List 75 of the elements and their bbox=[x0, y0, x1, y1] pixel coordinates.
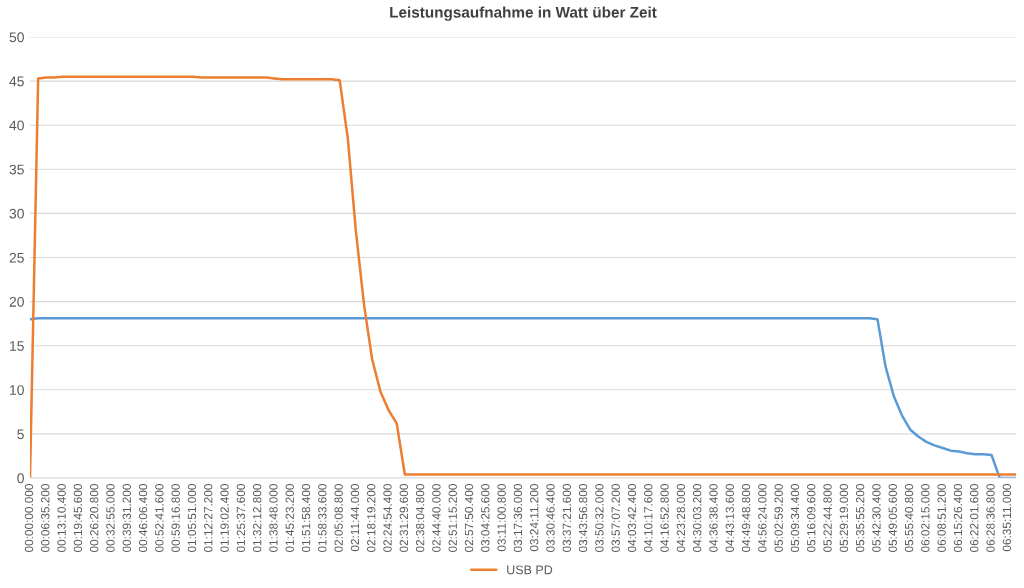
x-tick-label: 00:52:41.600 bbox=[155, 484, 164, 553]
x-tick-label: 03:50:32.000 bbox=[595, 484, 604, 553]
x-tick-label: 02:31:29.600 bbox=[399, 484, 409, 553]
x-tick-label: 05:02:59.200 bbox=[774, 484, 783, 553]
line-series bbox=[30, 75, 1016, 478]
x-tick-label: 05:16:09.600 bbox=[807, 484, 816, 553]
x-tick-label: 05:55:40.800 bbox=[904, 484, 914, 553]
y-tick-label: 30 bbox=[9, 208, 24, 219]
y-tick-label: 35 bbox=[9, 164, 24, 175]
y-tick-label: 0 bbox=[17, 473, 24, 484]
x-tick-label: 06:08:51.200 bbox=[937, 484, 946, 553]
x-tick-label: 04:16:52.800 bbox=[660, 484, 669, 553]
x-tick-label: 00:00:00.000 bbox=[24, 484, 34, 553]
x-tick-label: 00:19:45.600 bbox=[73, 484, 83, 553]
x-tick-label: 05:09:34.400 bbox=[790, 484, 800, 553]
x-tick-label: 04:23:28.000 bbox=[676, 484, 686, 553]
x-tick-label: 06:35:11.000 bbox=[1002, 484, 1012, 552]
x-tick-label: 03:37:21.600 bbox=[562, 484, 571, 553]
x-tick-label: 00:13:10.400 bbox=[57, 484, 66, 553]
x-tick-label: 05:42:30.400 bbox=[872, 484, 881, 553]
x-tick-label: 05:29:19.000 bbox=[839, 484, 849, 553]
y-tick-label: 15 bbox=[10, 341, 24, 351]
x-tick-label: 06:15:26.400 bbox=[953, 484, 963, 553]
y-tick-label: 25 bbox=[9, 252, 24, 263]
x-tick-label: 02:05:08.800 bbox=[334, 484, 343, 553]
x-tick-label: 04:56:24.000 bbox=[758, 484, 767, 553]
x-tick-label: 02:44:40.000 bbox=[432, 484, 441, 553]
x-tick-label: 04:43:13.600 bbox=[725, 484, 734, 553]
x-tick-label: 01:25:37.600 bbox=[236, 484, 246, 553]
x-tick-label: 02:51:15.200 bbox=[448, 484, 457, 553]
x-tick-label: 00:59:16.800 bbox=[171, 484, 180, 553]
y-tick-label: 10 bbox=[10, 385, 24, 395]
x-tick-label: 00:32:55.000 bbox=[106, 484, 115, 553]
x-tick-label: 00:06:35.200 bbox=[41, 484, 50, 553]
x-tick-label: 06:28:36.800 bbox=[986, 484, 995, 553]
x-tick-label: 01:12:27.200 bbox=[204, 484, 213, 553]
y-tick-label: 40 bbox=[9, 120, 24, 131]
x-tick-label: 04:36:38.400 bbox=[709, 484, 718, 553]
x-tick-label: 04:10:17.600 bbox=[644, 484, 653, 553]
x-tick-label: 00:26:20.800 bbox=[90, 484, 99, 553]
legend-label: USB PD bbox=[507, 565, 553, 575]
x-tick-label: 02:38:04.800 bbox=[415, 484, 425, 553]
y-tick-label: 45 bbox=[9, 76, 24, 87]
x-tick-label: 01:05:51.000 bbox=[187, 484, 197, 553]
x-tick-label: 06:02:15.000 bbox=[921, 484, 930, 553]
y-tick-label: 50 bbox=[9, 32, 24, 43]
x-tick-label: 00:39:31.200 bbox=[122, 484, 131, 553]
x-tick-label: 05:49:05.600 bbox=[888, 484, 897, 553]
x-tick-label: 03:17:36.000 bbox=[513, 484, 523, 553]
x-tick-label: 03:30:46.400 bbox=[546, 484, 555, 553]
x-tick-label: 02:18:19.200 bbox=[367, 484, 376, 553]
x-tick-label: 05:35:55.200 bbox=[855, 484, 865, 553]
x-tick-label: 01:51:58.400 bbox=[301, 484, 311, 553]
x-tick-label: 01:38:48.000 bbox=[269, 484, 278, 553]
chart-title: Leistungsaufnahme in Watt über Zeit bbox=[390, 6, 657, 21]
x-tick-label: 03:57:07.200 bbox=[611, 484, 620, 553]
x-tick-label: 02:11:44.000 bbox=[350, 484, 360, 552]
x-tick-label: 01:32:12.800 bbox=[252, 484, 262, 553]
y-tick-label: 5 bbox=[17, 429, 24, 440]
x-tick-label: 03:11:00.800 bbox=[497, 484, 506, 552]
x-tick-label: 00:46:06.400 bbox=[138, 484, 148, 553]
x-tick-label: 01:45:23.200 bbox=[285, 484, 294, 553]
x-tick-label: 01:58:33.600 bbox=[318, 484, 327, 553]
x-tick-label: 03:43:56.800 bbox=[578, 484, 588, 553]
x-tick-label: 01:19:02.400 bbox=[220, 484, 229, 553]
x-tick-label: 03:24:11.200 bbox=[530, 484, 539, 552]
y-tick-label: 20 bbox=[9, 296, 24, 307]
x-tick-label: 04:30:03.200 bbox=[693, 484, 702, 553]
x-tick-label: 06:22:01.600 bbox=[970, 484, 979, 553]
x-tick-label: 02:57:50.400 bbox=[464, 484, 474, 553]
x-tick-label: 02:24:54.400 bbox=[383, 484, 392, 553]
x-tick-label: 04:49:48.800 bbox=[741, 484, 751, 553]
x-tick-label: 04:03:42.400 bbox=[627, 484, 637, 553]
x-tick-label: 05:22:44.800 bbox=[823, 484, 832, 553]
x-tick-label: 03:04:25.600 bbox=[481, 484, 490, 553]
